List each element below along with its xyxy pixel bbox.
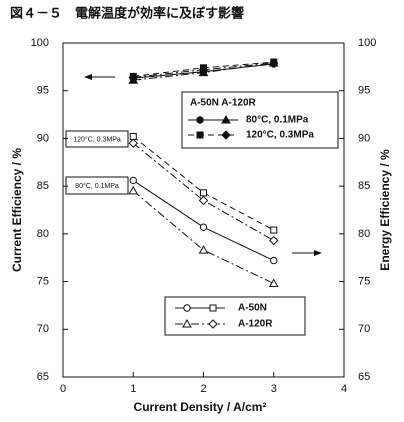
- marker: [221, 130, 231, 140]
- x-tick-label: 3: [271, 383, 277, 395]
- x-tick-label: 0: [60, 383, 66, 395]
- marker: [129, 176, 137, 185]
- legend-text: A-120R: [238, 319, 273, 330]
- y-tick-label: 80: [37, 228, 49, 240]
- legend-text: A-50N: [238, 303, 267, 314]
- y-tick-label: 75: [37, 275, 49, 287]
- marker: [209, 304, 217, 312]
- y-axis-label: Current Efficiency / %: [10, 148, 24, 272]
- annotation-box: [65, 176, 129, 195]
- annotation: 80°C, 0.1MPa: [75, 182, 119, 190]
- chart-title: 図４－５ 電解温度が効率に及ぼす影響: [10, 5, 244, 20]
- series-line: [132, 136, 274, 231]
- legend-text: 80°C, 0.1MPa: [246, 115, 309, 126]
- marker: [200, 189, 207, 197]
- annotation: 120°C, 0.3MPa: [73, 135, 121, 143]
- marker: [183, 304, 191, 312]
- legend-box: [164, 296, 306, 336]
- y2-tick-label: 85: [358, 180, 370, 192]
- marker: [196, 116, 204, 124]
- plot-frame: [62, 42, 345, 378]
- marker: [199, 223, 208, 231]
- series-line: [132, 142, 274, 241]
- marker: [221, 114, 231, 124]
- marker: [128, 72, 138, 83]
- marker: [198, 65, 209, 75]
- marker: [270, 256, 278, 265]
- marker: [198, 195, 209, 206]
- arrow-right: [292, 250, 322, 256]
- marker: [270, 226, 278, 234]
- y2-tick-label: 80: [358, 228, 370, 240]
- marker: [182, 318, 192, 328]
- marker: [128, 185, 139, 195]
- y2-tick-label: 65: [358, 371, 370, 383]
- y-tick-label: 95: [37, 85, 49, 97]
- y-tick-label: 90: [37, 132, 49, 144]
- marker: [268, 278, 279, 287]
- marker: [269, 235, 279, 246]
- arrow-left: [84, 74, 115, 80]
- x-axis-label: Current Density / A/cm²: [134, 400, 267, 414]
- legend-text: 120°C, 0.3MPa: [246, 130, 314, 141]
- y-tick-label: 100: [31, 37, 49, 49]
- y2-tick-label: 70: [358, 323, 370, 335]
- y-tick-label: 65: [37, 371, 49, 383]
- y-tick-label: 85: [37, 180, 49, 192]
- y2-tick-label: 90: [358, 132, 370, 144]
- x-tick-label: 2: [200, 383, 206, 395]
- y-tick-label: 70: [37, 323, 49, 335]
- annotation-box: [65, 130, 129, 148]
- legend-header: A-50N A-120R: [190, 98, 257, 109]
- x-tick-label: 1: [130, 383, 136, 395]
- marker: [269, 58, 279, 68]
- legend-box: [181, 91, 339, 149]
- marker: [128, 138, 138, 148]
- y2-axis-label: Energy Efficiency / %: [378, 149, 392, 271]
- y2-tick-label: 95: [358, 85, 370, 97]
- marker: [196, 131, 204, 139]
- x-tick-label: 4: [341, 383, 347, 395]
- y2-tick-label: 100: [358, 37, 376, 49]
- marker: [198, 245, 209, 254]
- y2-tick-label: 75: [358, 275, 370, 287]
- marker: [208, 319, 218, 329]
